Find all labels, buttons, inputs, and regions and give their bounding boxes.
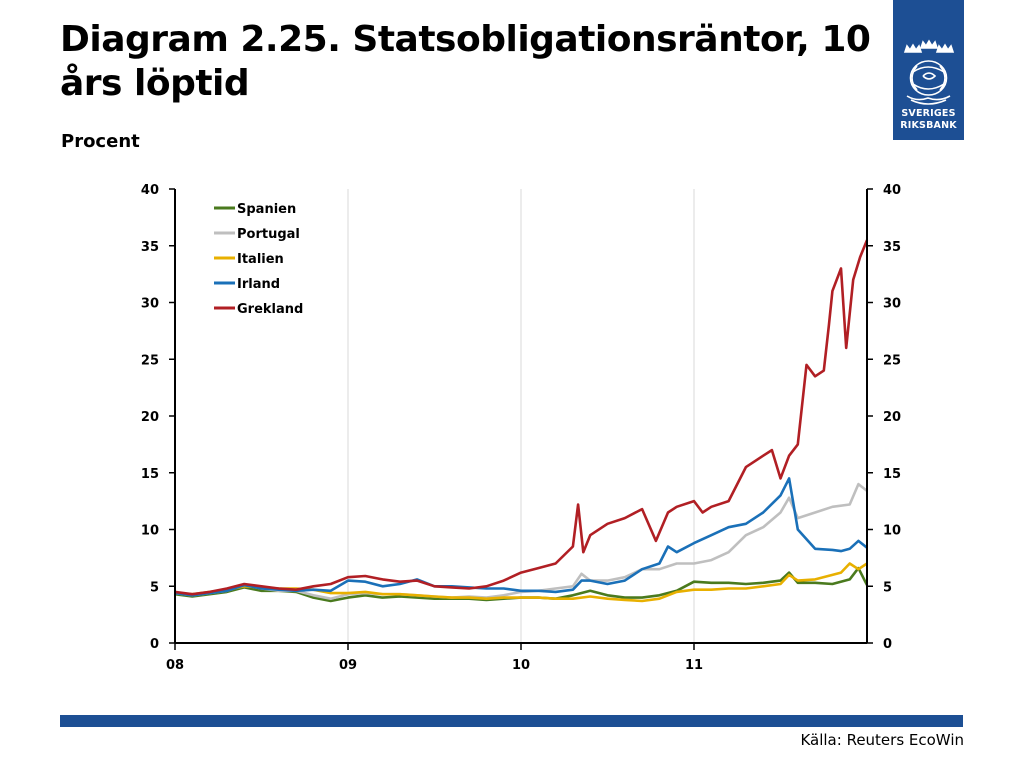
chart-series [174,239,869,603]
source-note: Källa: Reuters EcoWin [800,731,964,749]
y-tick-label: 40 [141,183,159,198]
legend-label-portugal: Portugal [237,227,300,242]
x-tick-label: 09 [339,658,357,673]
riksbank-logo: SVERIGES RIKSBANK [893,0,964,140]
legend-label-irland: Irland [237,277,280,292]
series-line-irland [174,477,868,597]
y-tick-label-right: 25 [883,353,901,368]
y-tick-label-right: 10 [883,524,901,539]
legend-label-italien: Italien [237,252,284,267]
y-tick-label-right: 35 [883,240,901,255]
series-line-grekland [174,239,869,596]
y-tick-label-right: 5 [883,580,892,595]
chart-legend: Spanien Portugal Italien Irland Grekland [214,202,303,317]
y-tick-label-right: 40 [883,183,901,198]
legend-label-spanien: Spanien [237,202,296,217]
y-tick-label: 30 [141,297,159,312]
x-tick-label: 10 [512,658,530,673]
y-tick-label: 10 [141,524,159,539]
chart-axes: 0 0 5 5 10 10 15 15 20 20 25 25 30 30 35 35 40 40 08 09 10 11 [141,183,901,673]
page-title: Diagram 2.25. Statsobligationsräntor, 10… [60,19,871,104]
crown-emblem-icon [903,39,955,105]
y-tick-label: 5 [150,580,159,595]
y-tick-label: 20 [141,410,159,425]
chart-grid [347,189,695,643]
y-tick-label: 15 [141,467,159,482]
x-tick-label: 11 [685,658,703,673]
x-tick-label: 08 [166,658,184,673]
y-tick-label: 25 [141,353,159,368]
bond-yield-chart: 0 0 5 5 10 10 15 15 20 20 25 25 30 30 35 35 40 40 08 09 10 11… [141,183,901,673]
y-tick-label-right: 20 [883,410,901,425]
y-tick-label: 0 [150,637,159,652]
y-tick-label-right: 0 [883,637,892,652]
y-tick-label: 35 [141,240,159,255]
footer-bar [60,715,963,727]
logo-line-1: SVERIGES [901,108,956,119]
legend-label-grekland: Grekland [237,302,303,317]
y-tick-label-right: 30 [883,297,901,312]
y-tick-label-right: 15 [883,467,901,482]
logo-line-2: RIKSBANK [900,120,957,131]
chart-unit-label: Procent [61,131,140,152]
